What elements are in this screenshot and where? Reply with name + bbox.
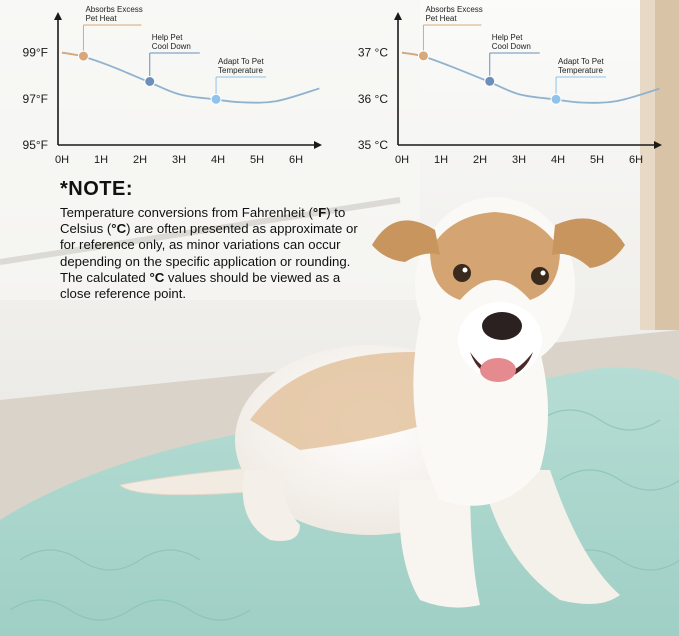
note-text-run: Temperature conversions from Fahrenheit … <box>60 205 313 220</box>
marker-label: Absorbs Excess <box>85 5 142 14</box>
y-tick-label: 95°F <box>23 138 48 152</box>
x-tick-label: 0H <box>55 154 69 166</box>
y-axis-arrow <box>394 12 402 20</box>
x-tick-label: 2H <box>473 154 487 166</box>
note-text-run: ) to Celsius ( <box>60 205 346 237</box>
fahrenheit-chart: 99°F 97°F 95°F 0H 1H 2H 3H 4H 5H 6H Absorbs Excess… <box>0 0 330 175</box>
data-point <box>77 50 89 62</box>
data-point <box>210 93 222 105</box>
conversion-note: *NOTE: Temperature conversions from Fahr… <box>60 178 360 302</box>
fahrenheit-chart-svg: 99°F 97°F 95°F 0H 1H 2H 3H 4H 5H 6H Absorbs Excess… <box>23 5 322 166</box>
marker-label: Cool Down <box>492 42 531 51</box>
x-tick-label: 0H <box>395 154 409 166</box>
y-tick-label: 99°F <box>23 46 48 60</box>
x-tick-label: 2H <box>133 154 147 166</box>
x-tick-label: 5H <box>250 154 264 166</box>
y-tick-label: 37 °C <box>358 46 388 60</box>
x-tick-label: 6H <box>289 154 303 166</box>
celsius-chart: 37 °C 36 °C 35 °C 0H 1H 2H 3H 4H 5H 6H Absorbs Exc… <box>340 0 670 175</box>
x-axis-arrow <box>654 141 662 149</box>
marker-label: Adapt To Pet <box>218 57 264 66</box>
marker-label: Temperature <box>558 66 603 75</box>
note-text-run: ) are often presented as approximate or … <box>60 221 358 285</box>
marker-label: Help Pet <box>492 33 523 42</box>
x-tick-label: 5H <box>590 154 604 166</box>
y-tick-label: 97°F <box>23 92 48 106</box>
y-tick-label: 35 °C <box>358 138 388 152</box>
note-unit-symbol: °C <box>111 221 127 237</box>
marker-label: Absorbs Excess <box>425 5 482 14</box>
x-tick-label: 6H <box>629 154 643 166</box>
y-axis-arrow <box>54 12 62 20</box>
x-tick-label: 4H <box>211 154 225 166</box>
data-point <box>417 50 429 62</box>
x-tick-label: 1H <box>94 154 108 166</box>
marker-label: Cool Down <box>152 42 191 51</box>
marker-label: Adapt To Pet <box>558 57 604 66</box>
marker-label: Pet Heat <box>425 14 457 23</box>
marker-label: Pet Heat <box>85 14 117 23</box>
temperature-curve <box>401 51 660 104</box>
data-point <box>550 93 562 105</box>
temperature-curve <box>61 51 320 104</box>
note-text-run: values should be viewed as a close refer… <box>60 269 341 302</box>
x-tick-label: 3H <box>512 154 526 166</box>
celsius-chart-svg: 37 °C 36 °C 35 °C 0H 1H 2H 3H 4H 5H 6H Absorbs Exc… <box>358 5 662 166</box>
note-unit-symbol: °C <box>149 269 165 285</box>
note-title: *NOTE: <box>60 178 133 200</box>
note-unit-symbol: °F <box>312 205 327 220</box>
note-body: Temperature conversions from Fahrenheit … <box>60 205 360 302</box>
marker-label: Temperature <box>218 66 263 75</box>
x-tick-label: 4H <box>551 154 565 166</box>
data-point <box>484 75 496 87</box>
x-tick-label: 1H <box>434 154 448 166</box>
x-tick-label: 3H <box>172 154 186 166</box>
y-tick-label: 36 °C <box>358 92 388 106</box>
data-point <box>144 76 156 87</box>
x-axis-arrow <box>314 141 322 149</box>
marker-label: Help Pet <box>152 33 183 42</box>
